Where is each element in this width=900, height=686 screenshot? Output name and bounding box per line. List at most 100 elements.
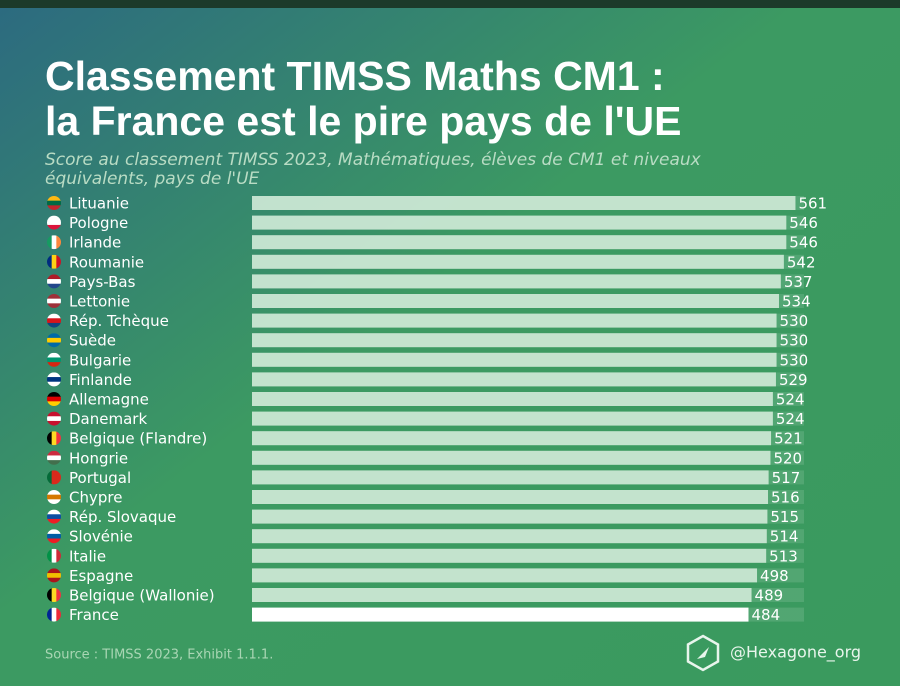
flag-stripe: [47, 372, 61, 378]
value-label: 530: [780, 312, 809, 330]
value-label: 524: [776, 391, 805, 409]
bar: [252, 235, 787, 250]
flag-stripe: [47, 548, 52, 563]
category-label: Slovénie: [69, 528, 133, 546]
value-label: 521: [774, 430, 803, 448]
value-label: 498: [760, 567, 789, 585]
category-label: Rép. Tchèque: [69, 312, 169, 330]
value-label: 520: [773, 449, 802, 467]
flag-stripe: [47, 298, 61, 304]
flag-stripe: [47, 411, 61, 417]
flag-stripe: [51, 548, 57, 563]
logo: [686, 634, 720, 672]
bar: [252, 254, 784, 269]
flag-stripe: [47, 294, 61, 299]
flag-stripe: [47, 283, 61, 289]
bar: [252, 568, 758, 583]
flag-stripe: [47, 431, 52, 446]
category-label: Espagne: [69, 567, 133, 585]
flag-stripe: [47, 494, 61, 500]
category-label: Bulgarie: [69, 351, 131, 369]
value-label: 534: [782, 293, 811, 311]
flag-stripe: [47, 396, 61, 402]
flag-stripe: [51, 235, 57, 250]
category-label: Italie: [69, 547, 106, 565]
flag-stripe: [51, 607, 57, 622]
category-label: Danemark: [69, 410, 147, 428]
flag-stripe: [47, 588, 52, 602]
flag-stripe: [47, 362, 61, 367]
flag-stripe: [51, 254, 57, 269]
category-label: Pays-Bas: [69, 273, 136, 291]
flag-stripe: [47, 533, 61, 539]
category-label: Pologne: [69, 214, 128, 232]
flag-stripe: [47, 357, 61, 363]
flag-stripe: [47, 313, 61, 319]
category-label: Suède: [69, 332, 116, 350]
flag-stripe: [47, 607, 52, 622]
value-label: 537: [784, 273, 813, 291]
bar: [252, 372, 776, 387]
flag-stripe: [47, 460, 61, 465]
flag-stripe: [47, 303, 61, 308]
bar: [252, 352, 777, 367]
flag-stripe: [47, 333, 61, 339]
flag-stripe: [47, 577, 61, 583]
flag-stripe: [47, 470, 52, 485]
flag-stripe: [47, 352, 61, 358]
source: Source : TIMSS 2023, Exhibit 1.1.1.: [45, 648, 273, 663]
flag-stripe: [56, 235, 61, 250]
flag-stripe: [47, 455, 61, 461]
flag-stripe: [51, 588, 57, 602]
flag-stripe: [47, 224, 61, 230]
category-label: Finlande: [69, 371, 132, 389]
chart-title: Classement TIMSS Maths CM1 :: [45, 53, 665, 99]
logo-mark: [697, 647, 709, 659]
bar: [252, 215, 787, 230]
chart-title: la France est le pire pays de l'UE: [45, 98, 681, 144]
flag-stripe: [47, 392, 61, 397]
flag-stripe: [47, 318, 61, 324]
flag-stripe: [47, 220, 61, 226]
flag-stripe: [56, 548, 61, 563]
category-label: Allemagne: [69, 391, 149, 409]
subtitle: Score au classement TIMSS 2023, Mathémat…: [45, 150, 702, 170]
category-label: Rép. Slovaque: [69, 508, 176, 526]
flag-stripe: [56, 254, 61, 269]
flag-stripe: [56, 588, 61, 602]
flag-stripe: [47, 274, 61, 280]
value-label: 484: [751, 606, 780, 624]
category-label: Belgique (Flandre): [69, 430, 207, 448]
category-label: Portugal: [69, 469, 131, 487]
value-label: 529: [779, 371, 808, 389]
flag-stripe: [47, 377, 61, 383]
flag-stripe: [51, 470, 57, 485]
flag-stripe: [47, 573, 61, 579]
flag-stripe: [47, 205, 61, 210]
flag-stripe: [56, 431, 61, 446]
bar: [252, 450, 771, 465]
category-label: Irlande: [69, 234, 121, 252]
flag-stripe: [47, 322, 61, 328]
flag-stripe: [47, 215, 61, 221]
flag-stripe: [47, 568, 61, 574]
value-label: 542: [787, 253, 816, 271]
flag-stripe: [47, 342, 61, 348]
flag-stripe: [47, 337, 61, 343]
flag-stripe: [47, 538, 61, 544]
handle: @Hexagone_org: [730, 643, 861, 663]
value-label: 489: [755, 587, 784, 605]
bar: [252, 431, 772, 446]
bar: [252, 490, 769, 504]
bar: [252, 196, 796, 210]
bar: [252, 294, 779, 308]
category-label: Belgique (Wallonie): [69, 587, 215, 605]
category-label: Lituanie: [69, 195, 129, 213]
flag-stripe: [47, 200, 61, 206]
top-strip: [0, 0, 900, 8]
flag-stripe: [47, 279, 61, 285]
value-label: 546: [789, 234, 818, 252]
flag-stripe: [47, 490, 61, 495]
flag-stripe: [47, 450, 61, 456]
